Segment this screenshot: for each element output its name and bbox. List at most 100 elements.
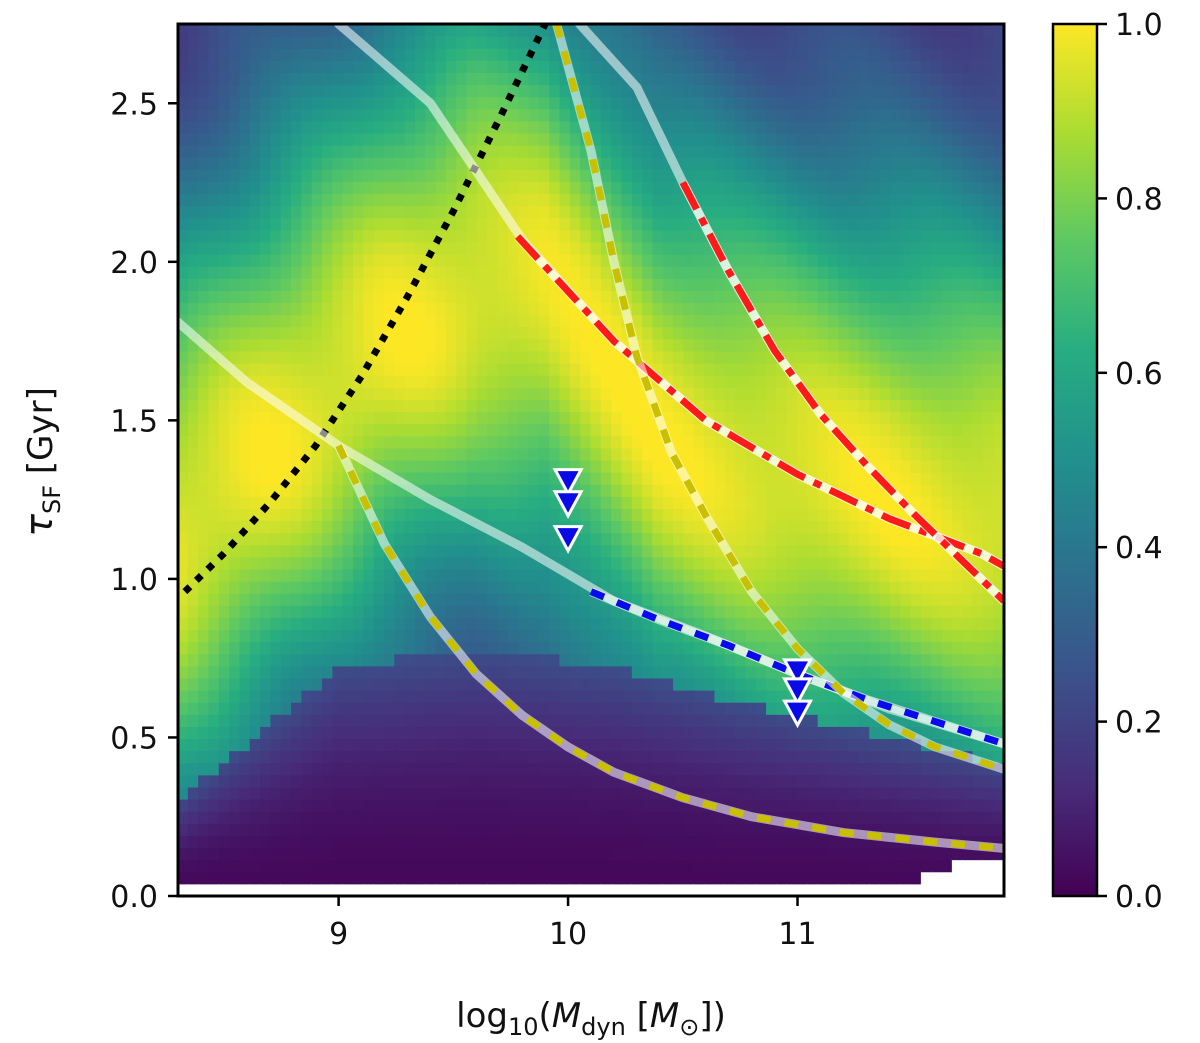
heatmap-cell — [435, 677, 447, 691]
heatmap-cell — [786, 120, 798, 134]
heatmap-cell — [528, 144, 540, 158]
heatmap-cell — [642, 520, 654, 534]
heatmap-cell — [229, 96, 241, 110]
heatmap-cell — [187, 544, 200, 558]
heatmap-cell — [445, 398, 458, 413]
heatmap-cell — [724, 677, 737, 691]
heatmap-cell — [766, 350, 778, 364]
heatmap-cell — [373, 168, 385, 182]
heatmap-cell — [611, 362, 623, 376]
heatmap-cell — [869, 289, 881, 304]
heatmap-cell — [693, 459, 706, 473]
heatmap-cell — [817, 423, 829, 437]
heatmap-cell — [187, 653, 200, 667]
heatmap-cell — [683, 592, 695, 606]
heatmap-cell — [538, 483, 551, 497]
heatmap-cell — [342, 374, 355, 388]
heatmap-cell — [487, 302, 499, 316]
heatmap-cell — [249, 580, 262, 594]
heatmap-cell — [280, 725, 293, 740]
heatmap-cell — [239, 641, 251, 655]
heatmap-cell — [797, 507, 809, 522]
heatmap-cell — [714, 156, 726, 170]
heatmap-cell — [807, 798, 819, 812]
heatmap-cell — [889, 822, 902, 836]
heatmap-cell — [549, 108, 561, 122]
heatmap-cell — [631, 580, 644, 594]
heatmap-cell — [187, 677, 200, 691]
heatmap-cell — [776, 71, 788, 86]
heatmap-cell — [373, 677, 385, 691]
heatmap-cell — [652, 71, 664, 86]
heatmap-cell — [766, 193, 778, 207]
heatmap-cell — [466, 641, 478, 655]
heatmap-cell — [518, 604, 530, 618]
heatmap-cell — [858, 786, 871, 800]
heatmap-cell — [766, 386, 778, 400]
heatmap-cell — [724, 483, 737, 497]
heatmap-cell — [652, 59, 664, 73]
heatmap-cell — [776, 653, 788, 667]
heatmap-cell — [445, 859, 458, 873]
heatmap-cell — [208, 277, 220, 291]
heatmap-cell — [786, 253, 798, 267]
heatmap-cell — [425, 447, 437, 461]
heatmap-cell — [797, 241, 809, 255]
heatmap-cell — [178, 580, 189, 594]
heatmap-cell — [311, 701, 324, 715]
heatmap-cell — [848, 738, 860, 752]
heatmap-cell — [456, 253, 468, 267]
heatmap-cell — [353, 459, 365, 473]
heatmap-cell — [600, 302, 613, 316]
heatmap-cell — [270, 277, 282, 291]
heatmap-cell — [528, 338, 540, 352]
heatmap-cell — [518, 423, 530, 437]
heatmap-cell — [755, 35, 768, 49]
heatmap-cell — [425, 871, 437, 885]
heatmap-cell — [342, 580, 355, 594]
heatmap-cell — [260, 847, 272, 861]
heatmap-cell — [807, 96, 819, 110]
heatmap-cell — [869, 834, 881, 849]
heatmap-cell — [373, 253, 385, 267]
heatmap-cell — [507, 314, 520, 328]
heatmap-cell — [549, 229, 561, 243]
heatmap-cell — [187, 847, 200, 861]
heatmap-cell — [755, 738, 768, 752]
heatmap-cell — [518, 253, 530, 267]
heatmap-cell — [239, 156, 251, 170]
heatmap-cell — [270, 423, 282, 437]
heatmap-cell — [518, 725, 530, 740]
heatmap-cell — [425, 750, 437, 764]
heatmap-cell — [714, 641, 726, 655]
heatmap-cell — [394, 314, 406, 328]
heatmap-cell — [858, 810, 871, 824]
heatmap-cell — [487, 592, 499, 606]
heatmap-cell — [466, 193, 478, 207]
heatmap-cell — [322, 544, 334, 558]
heatmap-cell — [797, 847, 809, 861]
heatmap-cell — [704, 435, 716, 449]
heatmap-cell — [373, 471, 385, 485]
heatmap-cell — [848, 338, 860, 352]
heatmap-cell — [538, 616, 551, 631]
heatmap-cell — [270, 701, 282, 715]
heatmap-cell — [445, 362, 458, 376]
heatmap-cell — [518, 314, 530, 328]
heatmap-cell — [600, 738, 613, 752]
heatmap-cell — [755, 532, 768, 546]
heatmap-cell — [797, 520, 809, 534]
heatmap-cell — [538, 580, 551, 594]
heatmap-cell — [869, 689, 881, 703]
heatmap-cell — [229, 665, 241, 679]
heatmap-cell — [280, 750, 293, 764]
heatmap-cell — [631, 471, 644, 485]
heatmap-cell — [869, 156, 881, 170]
heatmap-cell — [848, 435, 860, 449]
heatmap-cell — [755, 762, 768, 776]
heatmap-cell — [559, 241, 571, 255]
heatmap-cell — [817, 435, 829, 449]
heatmap-cell — [178, 459, 189, 473]
heatmap-cell — [538, 132, 551, 146]
heatmap-cell — [291, 459, 303, 473]
